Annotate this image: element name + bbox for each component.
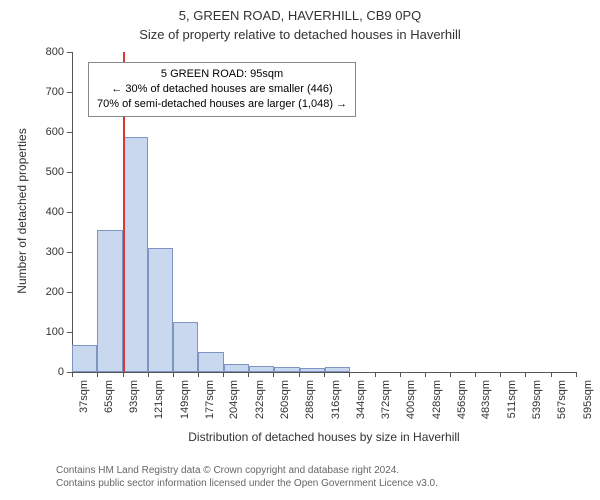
y-axis-line — [72, 52, 73, 372]
ytick-label: 700 — [24, 86, 64, 98]
xtick-label: 316sqm — [330, 380, 342, 430]
chart-subtitle: Size of property relative to detached ho… — [0, 27, 600, 42]
ytick-label: 100 — [24, 326, 64, 338]
xtick-label: 177sqm — [204, 380, 216, 430]
xtick-label: 65sqm — [103, 380, 115, 430]
callout-line: ← 30% of detached houses are smaller (44… — [97, 82, 347, 97]
xtick-mark — [223, 372, 224, 377]
histogram-bar — [325, 367, 350, 372]
histogram-bar — [300, 368, 325, 372]
xtick-mark — [324, 372, 325, 377]
xtick-label: 567sqm — [556, 380, 568, 430]
xtick-mark — [248, 372, 249, 377]
xtick-mark — [425, 372, 426, 377]
xtick-label: 372sqm — [380, 380, 392, 430]
ytick-mark — [67, 132, 72, 133]
xtick-mark — [450, 372, 451, 377]
xtick-label: 260sqm — [279, 380, 291, 430]
xtick-label: 595sqm — [582, 380, 594, 430]
ytick-label: 800 — [24, 46, 64, 58]
callout-line: 5 GREEN ROAD: 95sqm — [97, 67, 347, 82]
xtick-mark — [97, 372, 98, 377]
histogram-bar — [198, 352, 223, 372]
histogram-bar — [97, 230, 122, 372]
xtick-mark — [551, 372, 552, 377]
histogram-bar — [173, 322, 198, 372]
xtick-label: 400sqm — [405, 380, 417, 430]
histogram-bar — [224, 364, 249, 372]
xtick-label: 511sqm — [506, 380, 518, 430]
xtick-mark — [72, 372, 73, 377]
xtick-label: 539sqm — [531, 380, 543, 430]
xtick-mark — [375, 372, 376, 377]
xtick-label: 93sqm — [128, 380, 140, 430]
histogram-bar — [72, 345, 97, 372]
histogram-bar — [148, 248, 173, 372]
xtick-label: 456sqm — [456, 380, 468, 430]
ytick-mark — [67, 212, 72, 213]
ytick-mark — [67, 52, 72, 53]
histogram-bar — [123, 137, 148, 372]
property-callout: 5 GREEN ROAD: 95sqm← 30% of detached hou… — [88, 62, 356, 117]
xtick-mark — [123, 372, 124, 377]
xtick-mark — [500, 372, 501, 377]
xtick-label: 121sqm — [153, 380, 165, 430]
xtick-label: 204sqm — [228, 380, 240, 430]
ytick-label: 400 — [24, 206, 64, 218]
ytick-mark — [67, 292, 72, 293]
xtick-mark — [273, 372, 274, 377]
xtick-mark — [576, 372, 577, 377]
xtick-mark — [349, 372, 350, 377]
ytick-label: 0 — [24, 366, 64, 378]
xtick-label: 288sqm — [304, 380, 316, 430]
xtick-mark — [148, 372, 149, 377]
xtick-mark — [173, 372, 174, 377]
ytick-label: 500 — [24, 166, 64, 178]
xtick-label: 428sqm — [431, 380, 443, 430]
xtick-label: 344sqm — [355, 380, 367, 430]
xtick-mark — [400, 372, 401, 377]
xtick-mark — [475, 372, 476, 377]
footer-line: Contains HM Land Registry data © Crown c… — [56, 464, 600, 477]
ytick-label: 300 — [24, 246, 64, 258]
histogram-bar — [249, 366, 274, 372]
histogram-bar — [274, 367, 299, 372]
ytick-label: 600 — [24, 126, 64, 138]
ytick-mark — [67, 172, 72, 173]
xtick-label: 232sqm — [254, 380, 266, 430]
xtick-mark — [525, 372, 526, 377]
ytick-label: 200 — [24, 286, 64, 298]
address-title: 5, GREEN ROAD, HAVERHILL, CB9 0PQ — [0, 8, 600, 23]
x-axis-label: Distribution of detached houses by size … — [72, 430, 576, 444]
xtick-mark — [198, 372, 199, 377]
attribution-footer: Contains HM Land Registry data © Crown c… — [0, 464, 600, 490]
xtick-mark — [299, 372, 300, 377]
footer-line: Contains public sector information licen… — [56, 477, 600, 490]
ytick-mark — [67, 252, 72, 253]
ytick-mark — [67, 332, 72, 333]
xtick-label: 483sqm — [480, 380, 492, 430]
callout-line: 70% of semi-detached houses are larger (… — [97, 97, 347, 112]
ytick-mark — [67, 92, 72, 93]
xtick-label: 149sqm — [179, 380, 191, 430]
size-distribution-chart: { "layout": { "width": 600, "height": 50… — [0, 0, 600, 500]
xtick-label: 37sqm — [78, 380, 90, 430]
